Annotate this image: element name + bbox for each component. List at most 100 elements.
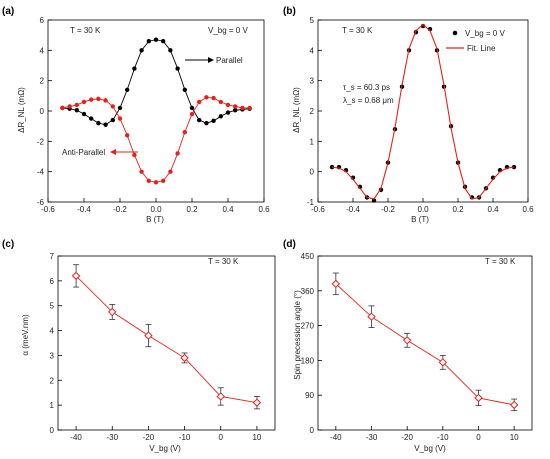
data-point-c	[216, 392, 225, 401]
data-point-d	[438, 358, 448, 367]
x-tick-label-c: -30	[106, 433, 118, 442]
annotation-temperature-b: T = 30 K	[342, 26, 373, 35]
y-tick-label-d: 90	[305, 391, 314, 400]
data-point-a-anti-parallel	[233, 104, 238, 109]
y-tick-label-a: 2	[40, 77, 45, 86]
x-tick-label-a: 0.0	[150, 205, 162, 214]
data-point-a-parallel	[225, 110, 231, 115]
y-tick-label-b: -1	[307, 198, 315, 207]
panel-letter-d: (d)	[283, 239, 296, 250]
data-point-a-anti-parallel	[175, 151, 180, 156]
data-point-a-anti-parallel	[110, 104, 116, 109]
axes-a: -0.6 -0.4 -0.2 0.0 0.2 0.4 0.6 -6 -4 -2 0 2 4 6	[37, 16, 270, 214]
data-point-a-parallel	[139, 48, 144, 53]
annotation-antiparallel: Anti-Parallel	[62, 148, 105, 157]
y-tick-label-d: 360	[301, 287, 315, 296]
y-tick-label-b: 3	[310, 77, 315, 86]
series-line-c-series	[75, 275, 257, 404]
data-point-d	[367, 312, 376, 321]
x-tick-label-d: -20	[401, 433, 413, 442]
data-point-a-anti-parallel	[117, 116, 123, 121]
annotation-tau-b: τ_s = 60.3 ps	[343, 83, 390, 92]
x-tick-label-c: 0	[219, 433, 224, 442]
series-line-d-series	[335, 283, 515, 406]
legend-label-data-b: V_bg = 0 V	[465, 29, 505, 38]
data-point-a-parallel	[197, 117, 202, 123]
data-point-a-parallel	[132, 66, 137, 71]
data-point-a-parallel	[175, 66, 180, 71]
annotation-gate-voltage-a: V_bg = 0 V	[208, 26, 248, 35]
annotation-temperature-c: T = 30 K	[208, 257, 239, 266]
data-point-a-anti-parallel	[211, 95, 216, 101]
y-axis-label-b: ΔR_NL (mΩ)	[292, 87, 301, 133]
data-point-a-parallel	[89, 116, 94, 121]
data-point-a-anti-parallel	[204, 95, 209, 100]
data-point-a-anti-parallel	[218, 99, 223, 105]
data-point-c	[108, 307, 117, 317]
y-tick-label-c: 4	[50, 327, 55, 336]
x-tick-label-b: 0.0	[417, 205, 429, 214]
x-tick-label-b: -0.4	[346, 205, 360, 214]
series-line-a-parallel	[62, 39, 250, 126]
x-tick-label-c: 10	[252, 433, 261, 442]
x-tick-label-a: 0.4	[222, 205, 234, 214]
annotation-temperature-a: T = 30 K	[70, 26, 101, 35]
data-point-a-parallel	[96, 120, 101, 126]
y-tick-label-c: 0	[50, 426, 55, 435]
y-tick-label-c: 5	[50, 302, 55, 311]
x-tick-label-b: 0.6	[522, 205, 534, 214]
axes-b: -0.6 -0.4 -0.2 0.0 0.2 0.4 0.6 -1 0 1 2 3 4 5	[307, 16, 534, 214]
plot-frame-c	[57, 255, 276, 431]
arrow-head-antiparallel	[110, 149, 116, 155]
x-axis-label-b: B (T)	[411, 215, 429, 224]
data-point-a-anti-parallel	[146, 178, 151, 183]
data-point-a-anti-parallel	[74, 102, 80, 108]
y-tick-label-c: 2	[50, 376, 55, 385]
y-axis-label-d: Spin precession angle (°)	[293, 290, 302, 380]
x-tick-label-a: -0.2	[113, 205, 127, 214]
y-tick-label-a: 0	[40, 107, 45, 116]
fit-line-b	[331, 23, 515, 200]
x-tick-label-d: 0	[476, 433, 481, 442]
data-point-a-anti-parallel	[89, 97, 94, 102]
x-tick-label-b: 0.4	[487, 205, 499, 214]
plot-panel-a: -0.6 -0.4 -0.2 0.0 0.2 0.4 0.6 -6 -4 -2 0 2 4 6 T = 3…	[17, 16, 270, 224]
data-point-a-anti-parallel	[225, 102, 231, 108]
series-a	[60, 37, 252, 185]
legend-marker-data-b	[452, 30, 458, 36]
y-tick-label-a: -4	[37, 168, 45, 177]
y-axis-label-c: α (meV.nm)	[21, 314, 30, 356]
annotation-lambda-b: λ_s = 0.68 μm	[343, 96, 394, 105]
data-point-a-anti-parallel	[103, 98, 108, 103]
data-point-d	[402, 336, 412, 345]
data-point-b	[371, 198, 377, 203]
x-tick-label-d: -30	[366, 433, 378, 442]
data-point-d	[474, 393, 483, 403]
data-point-a-parallel	[218, 114, 223, 119]
data-point-a-anti-parallel	[81, 99, 87, 105]
y-tick-label-d: 0	[310, 426, 315, 435]
y-tick-label-a: -2	[37, 137, 45, 146]
data-point-a-parallel	[182, 87, 187, 92]
annotation-parallel: Parallel	[216, 56, 243, 65]
data-point-a-anti-parallel	[197, 99, 202, 105]
plot-panel-b: -0.6 -0.4 -0.2 0.0 0.2 0.4 0.6 -1 0 1 2 3 4 5 T = 30 …	[292, 16, 534, 224]
y-tick-label-c: 3	[50, 351, 55, 360]
y-tick-label-b: 5	[310, 16, 315, 25]
data-point-a-parallel	[153, 37, 159, 42]
data-point-a-anti-parallel	[67, 104, 72, 109]
y-tick-label-b: 1	[310, 137, 315, 146]
panel-letter-a: (a)	[2, 6, 14, 17]
data-point-c	[180, 353, 189, 363]
data-point-a-parallel	[110, 117, 116, 123]
data-point-a-parallel	[117, 105, 123, 111]
data-point-a-anti-parallel	[161, 178, 166, 183]
x-axis-label-d: V_bg (V)	[414, 444, 446, 453]
legend-label-fit-b: Fit. Line	[467, 44, 496, 53]
x-tick-label-a: -0.4	[77, 205, 91, 214]
data-point-a-parallel	[74, 108, 80, 113]
data-point-a-parallel	[125, 87, 130, 92]
data-point-a-anti-parallel	[60, 105, 65, 111]
y-tick-label-d: 180	[301, 356, 315, 365]
data-point-c	[144, 331, 153, 340]
